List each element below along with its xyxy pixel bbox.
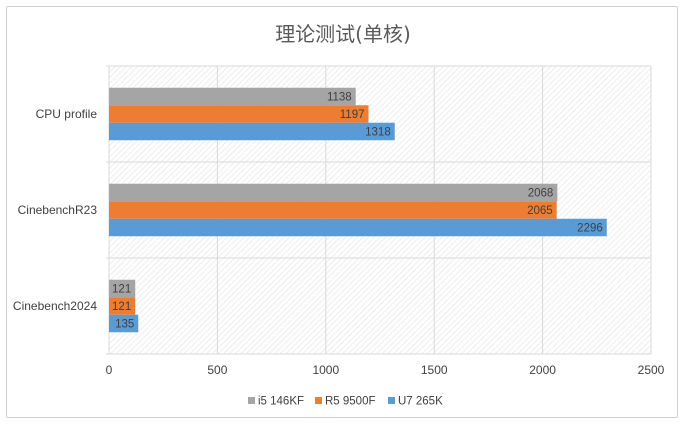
bar [109,183,558,202]
legend-label: U7 265K [398,396,443,408]
bar [109,314,139,333]
bar [109,279,136,298]
category-label: CinebenchR23 [18,203,98,217]
x-tick-label: 1500 [421,363,448,377]
data-label: 1197 [340,109,365,121]
x-tick-label: 2500 [638,363,665,377]
category-label: CPU profile [36,107,98,121]
x-tick-label: 2000 [529,363,556,377]
legend-label: i5 146KF [258,396,304,408]
x-tick-label: 0 [106,363,113,377]
category-label: Cinebench2024 [13,299,97,313]
bar [109,87,356,106]
data-label: 2065 [527,205,553,217]
legend-swatch [248,397,255,404]
legend-swatch [315,397,322,404]
bar [109,201,557,219]
data-label: 121 [112,284,131,296]
bar [109,122,395,141]
x-tick-label: 1000 [312,363,339,377]
bar [109,105,369,123]
data-label: 1318 [365,127,391,139]
bar [109,218,607,237]
legend-swatch [388,397,395,404]
bar [109,297,136,315]
data-label: 121 [112,301,131,313]
chart-title: 理论测试(单核) [275,22,411,46]
data-label: 2296 [577,223,603,235]
x-tick-label: 500 [207,363,227,377]
legend-label: R5 9500F [325,396,376,408]
data-label: 135 [115,319,134,331]
data-label: 2068 [528,188,554,200]
data-label: 1138 [327,92,352,104]
